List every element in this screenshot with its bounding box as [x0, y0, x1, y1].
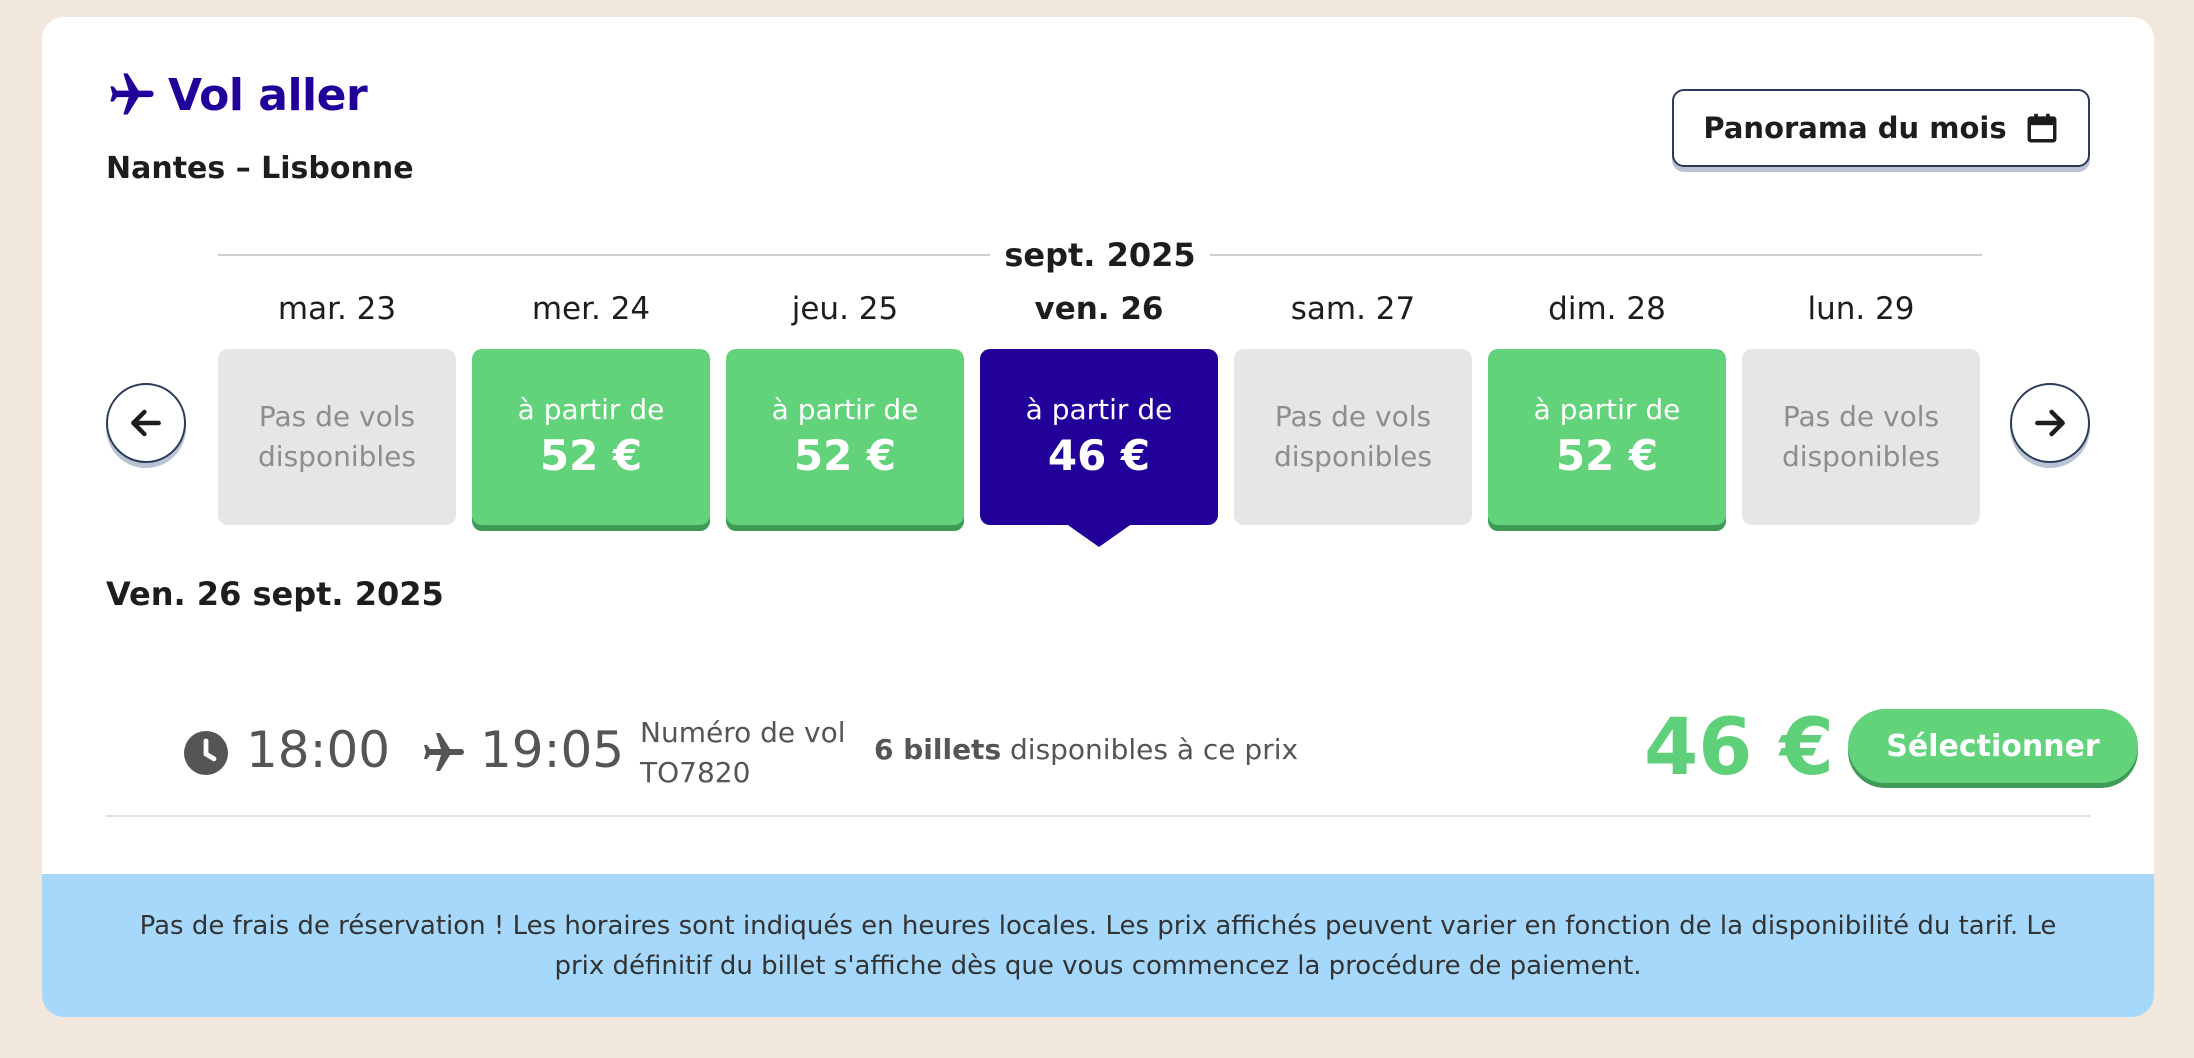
tickets-text: disponibles à ce prix: [1001, 733, 1299, 766]
selected-date-heading: Ven. 26 sept. 2025: [106, 575, 444, 613]
select-flight-button[interactable]: Sélectionner: [1848, 709, 2138, 783]
day-column: ven. 26 à partir de 46 €: [980, 289, 1218, 525]
day-column: jeu. 25 à partir de 52 €: [726, 289, 964, 525]
day-column: sam. 27 Pas de vols disponibles: [1234, 289, 1472, 525]
day-tile-selected[interactable]: à partir de 46 €: [980, 349, 1218, 525]
next-days-button[interactable]: [2010, 383, 2090, 463]
flight-number: Numéro de vol TO7820: [640, 713, 846, 793]
info-notice: Pas de frais de réservation ! Les horair…: [42, 874, 2154, 1017]
day-tile-available[interactable]: à partir de 52 €: [726, 349, 964, 525]
no-flights-text: disponibles: [258, 440, 416, 473]
divider: [1209, 254, 1982, 256]
day-tile-unavailable: Pas de vols disponibles: [1234, 349, 1472, 525]
page-title: Vol aller: [168, 69, 368, 121]
from-label: à partir de: [1533, 393, 1681, 426]
day-price: 52 €: [793, 431, 897, 480]
no-flights-text: Pas de vols: [258, 400, 416, 433]
day-price: 52 €: [539, 431, 643, 480]
airplane-icon: [110, 73, 154, 115]
month-header: sept. 2025: [218, 235, 1982, 275]
day-column: mar. 23 Pas de vols disponibles: [218, 289, 456, 525]
flight-number-value: TO7820: [640, 756, 751, 789]
previous-days-button[interactable]: [106, 383, 186, 463]
day-column: dim. 28 à partir de 52 €: [1488, 289, 1726, 525]
no-flights-text: Pas de vols: [1782, 400, 1940, 433]
tickets-availability: 6 billets disponibles à ce prix: [874, 733, 1298, 766]
route-label: Nantes – Lisbonne: [106, 151, 414, 186]
day-column: lun. 29 Pas de vols disponibles: [1742, 289, 1980, 525]
title-row: Vol aller: [106, 69, 368, 121]
month-overview-label: Panorama du mois: [1703, 111, 2007, 145]
no-flights-text: disponibles: [1782, 440, 1940, 473]
arrival-time: 19:05: [480, 721, 625, 779]
day-label: sam. 27: [1290, 291, 1416, 327]
from-label: à partir de: [771, 393, 919, 426]
day-price: 46 €: [1047, 431, 1151, 480]
day-price: 52 €: [1555, 431, 1659, 480]
airplane-icon: [424, 733, 464, 771]
flight-number-label: Numéro de vol: [640, 716, 846, 749]
month-overview-button[interactable]: Panorama du mois: [1672, 89, 2090, 167]
arrow-left-icon: [131, 409, 161, 437]
no-flights-text: disponibles: [1274, 440, 1432, 473]
day-tile-unavailable: Pas de vols disponibles: [218, 349, 456, 525]
departure-time: 18:00: [246, 721, 391, 779]
day-tile-unavailable: Pas de vols disponibles: [1742, 349, 1980, 525]
flight-price: 46 €: [1644, 703, 1834, 793]
flight-selection-card: Vol aller Nantes – Lisbonne Panorama du …: [42, 17, 2154, 1017]
day-label: jeu. 25: [791, 291, 899, 327]
day-label: lun. 29: [1807, 291, 1915, 327]
day-label: mer. 24: [531, 291, 651, 327]
divider: [218, 254, 991, 256]
month-label: sept. 2025: [1004, 236, 1196, 274]
day-tile-available[interactable]: à partir de 52 €: [1488, 349, 1726, 525]
day-selector: mar. 23 Pas de vols disponibles mer. 24 …: [218, 289, 1982, 525]
from-label: à partir de: [1025, 393, 1173, 426]
tickets-count: 6 billets: [874, 733, 1002, 766]
day-label: ven. 26: [1034, 291, 1164, 327]
clock-icon: [184, 731, 228, 775]
arrow-right-icon: [2035, 409, 2065, 437]
flight-row: 18:00 19:05 Numéro de vol TO7820 6 bille…: [106, 683, 2138, 817]
calendar-icon: [2027, 113, 2057, 143]
day-column: mer. 24 à partir de 52 €: [472, 289, 710, 525]
day-tile-available[interactable]: à partir de 52 €: [472, 349, 710, 525]
from-label: à partir de: [517, 393, 665, 426]
day-label: mar. 23: [277, 291, 397, 327]
no-flights-text: Pas de vols: [1274, 400, 1432, 433]
day-label: dim. 28: [1548, 291, 1666, 327]
